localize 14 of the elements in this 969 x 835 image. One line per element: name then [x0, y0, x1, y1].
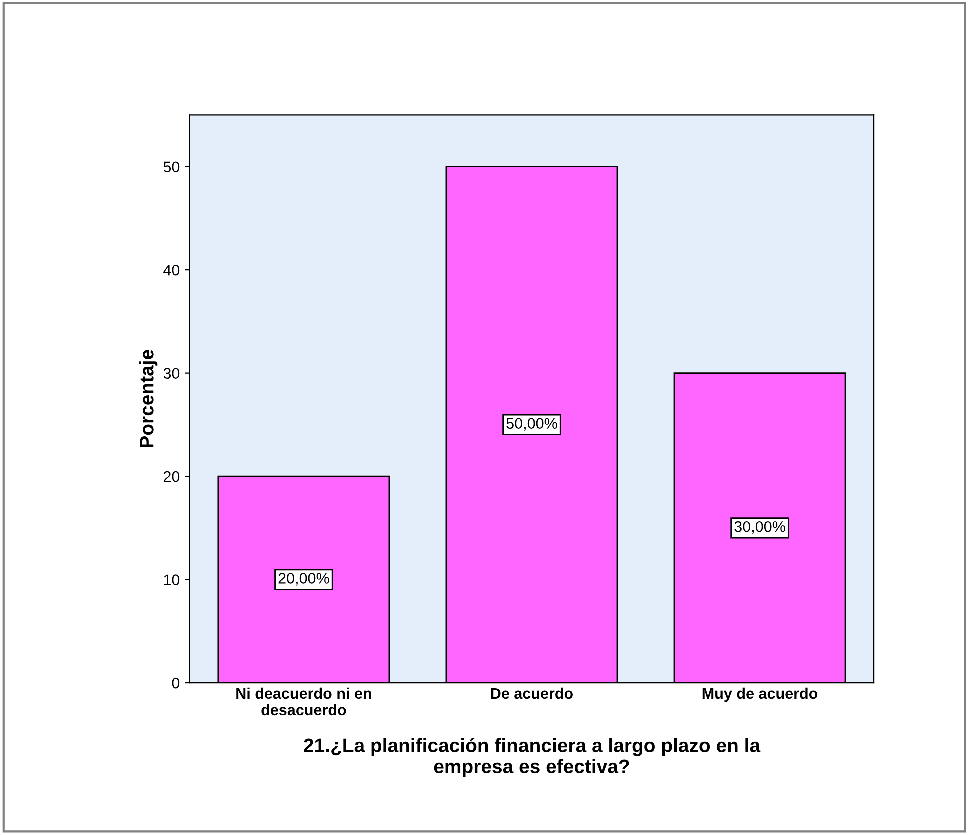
- data-label: 50,00%: [506, 418, 558, 431]
- y-tick-label: 30: [164, 368, 180, 380]
- y-tick-label: 10: [164, 574, 180, 586]
- data-label: 20,00%: [278, 573, 330, 586]
- data-label: 30,00%: [734, 521, 786, 534]
- y-tick-label: 0: [172, 678, 180, 689]
- x-tick-label: Ni deacuerdo ni en desacuerdo: [236, 688, 372, 716]
- y-tick-label: 50: [164, 162, 180, 173]
- y-axis-title: Porcentaje: [140, 350, 158, 448]
- x-tick-label: De acuerdo: [491, 688, 573, 700]
- x-tick-label: Muy de acuerdo: [702, 688, 818, 702]
- y-tick-label: 40: [164, 264, 180, 276]
- x-axis-title: 21.¿La planificación financiera a largo plazo en la empresa es efectiva?: [304, 738, 761, 778]
- y-tick-label: 20: [164, 471, 180, 482]
